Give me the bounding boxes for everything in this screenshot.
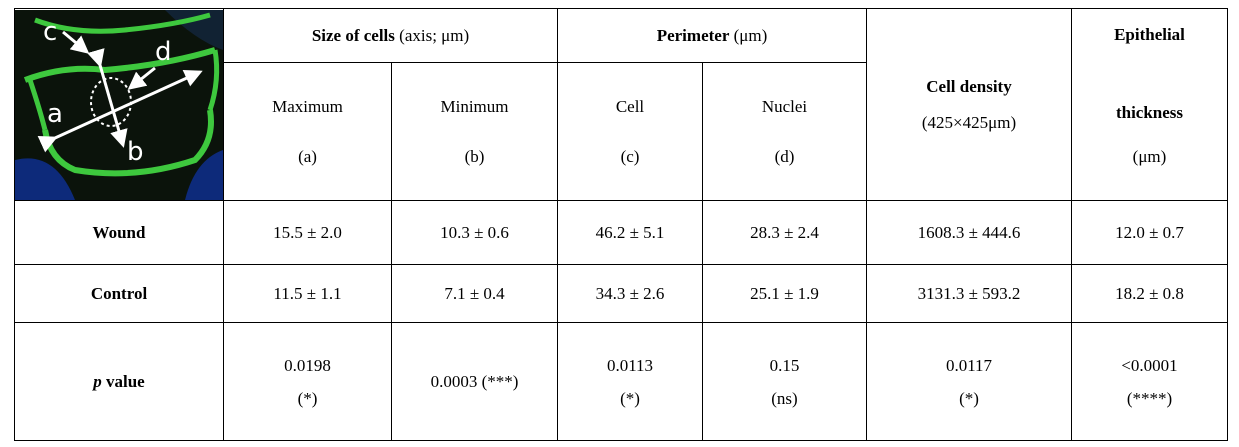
cell-text: <0.0001 xyxy=(1072,349,1227,382)
table-cell: 25.1 ± 1.9 xyxy=(703,265,867,323)
cell-text: 46.2 ± 5.1 xyxy=(558,223,702,243)
subheader-cell: Nuclei (d) xyxy=(703,63,867,201)
header-cell: Size of cells (axis; μm) xyxy=(224,9,558,63)
cell-text: (*) xyxy=(224,382,391,415)
cell-text: 0.0198 xyxy=(224,349,391,382)
header-cell: Perimeter (μm) xyxy=(558,9,867,63)
table-cell: 10.3 ± 0.6 xyxy=(392,201,558,265)
row-label-text: Wound xyxy=(93,223,146,242)
cell-text: 12.0 ± 0.7 xyxy=(1072,223,1227,243)
column-sub: (d) xyxy=(703,147,866,167)
row-label-italic: p xyxy=(93,372,102,391)
subheader-cell: Minimum (b) xyxy=(392,63,558,201)
header-cell: Cell density (425×425μm) xyxy=(867,9,1072,201)
header-unit: (μm) xyxy=(1072,147,1227,167)
table-cell: 0.0198(*) xyxy=(224,323,392,441)
column-label: Maximum xyxy=(224,97,391,117)
header-title: Epithelial xyxy=(1072,25,1227,45)
header-unit: (425×425μm) xyxy=(867,113,1071,133)
table-cell: 34.3 ± 2.6 xyxy=(558,265,703,323)
cell-text: 0.0113 xyxy=(558,349,702,382)
column-sub: (b) xyxy=(392,147,557,167)
header-title: Perimeter xyxy=(657,26,730,45)
header-unit: (axis; μm) xyxy=(399,26,469,45)
cell-text: 0.0117 xyxy=(867,349,1071,382)
cell-text: 1608.3 ± 444.6 xyxy=(867,223,1071,243)
header-cell: Epithelial thickness (μm) xyxy=(1072,9,1228,201)
table-cell: 11.5 ± 1.1 xyxy=(224,265,392,323)
table-cell: 0.0113(*) xyxy=(558,323,703,441)
column-label: Minimum xyxy=(392,97,557,117)
cell-text: 15.5 ± 2.0 xyxy=(224,223,391,243)
cell-text: 3131.3 ± 593.2 xyxy=(867,284,1071,304)
image-cell: c d a b xyxy=(15,9,224,201)
table-cell: 28.3 ± 2.4 xyxy=(703,201,867,265)
table-cell: 12.0 ± 0.7 xyxy=(1072,201,1228,265)
subheader-cell: Cell (c) xyxy=(558,63,703,201)
header-row: c d a b Size of cells (axis; μm) Perimet… xyxy=(15,9,1228,63)
cell-text: (*) xyxy=(558,382,702,415)
cell-text: 11.5 ± 1.1 xyxy=(224,284,391,304)
cell-text: 0.0003 (***) xyxy=(392,372,557,392)
page-body: c d a b Size of cells (axis; μm) Perimet… xyxy=(0,0,1239,447)
table-cell: 7.1 ± 0.4 xyxy=(392,265,558,323)
cell-image: c d a b xyxy=(15,10,223,200)
data-table: c d a b Size of cells (axis; μm) Perimet… xyxy=(14,8,1228,441)
cell-text: 7.1 ± 0.4 xyxy=(392,284,557,304)
row-label-text: value xyxy=(106,372,145,391)
image-label: d xyxy=(155,37,172,67)
header-unit: (μm) xyxy=(734,26,768,45)
cell-text: 28.3 ± 2.4 xyxy=(703,223,866,243)
column-sub: (c) xyxy=(558,147,702,167)
cell-text: 34.3 ± 2.6 xyxy=(558,284,702,304)
header-title: Size of cells xyxy=(312,26,395,45)
cell-text: 0.15 xyxy=(703,349,866,382)
cell-text: (*) xyxy=(867,382,1071,415)
image-label: a xyxy=(47,99,63,129)
image-label: b xyxy=(127,137,144,167)
page: {"header": { "image_labels": ["c", "d", … xyxy=(0,0,1239,447)
row-label: Control xyxy=(15,265,224,323)
table-cell: 0.0003 (***) xyxy=(392,323,558,441)
row-label: Wound xyxy=(15,201,224,265)
table-cell: 1608.3 ± 444.6 xyxy=(867,201,1072,265)
header-title: thickness xyxy=(1072,103,1227,123)
table-cell: 3131.3 ± 593.2 xyxy=(867,265,1072,323)
image-label: c xyxy=(43,17,57,47)
column-label: Cell xyxy=(558,97,702,117)
cell-text: 18.2 ± 0.8 xyxy=(1072,284,1227,304)
table-cell: <0.0001(****) xyxy=(1072,323,1228,441)
column-label: Nuclei xyxy=(703,97,866,117)
table-cell: 18.2 ± 0.8 xyxy=(1072,265,1228,323)
table-cell: 0.15(ns) xyxy=(703,323,867,441)
cell-text: 25.1 ± 1.9 xyxy=(703,284,866,304)
table-cell: 0.0117(*) xyxy=(867,323,1072,441)
header-title: Cell density xyxy=(867,77,1071,97)
subheader-cell: Maximum (a) xyxy=(224,63,392,201)
cell-text: (****) xyxy=(1072,382,1227,415)
row-label-text: Control xyxy=(91,284,147,303)
cell-text: (ns) xyxy=(703,382,866,415)
table-cell: 15.5 ± 2.0 xyxy=(224,201,392,265)
row-label: p value xyxy=(15,323,224,441)
table-cell: 46.2 ± 5.1 xyxy=(558,201,703,265)
cell-text: 10.3 ± 0.6 xyxy=(392,223,557,243)
column-sub: (a) xyxy=(224,147,391,167)
